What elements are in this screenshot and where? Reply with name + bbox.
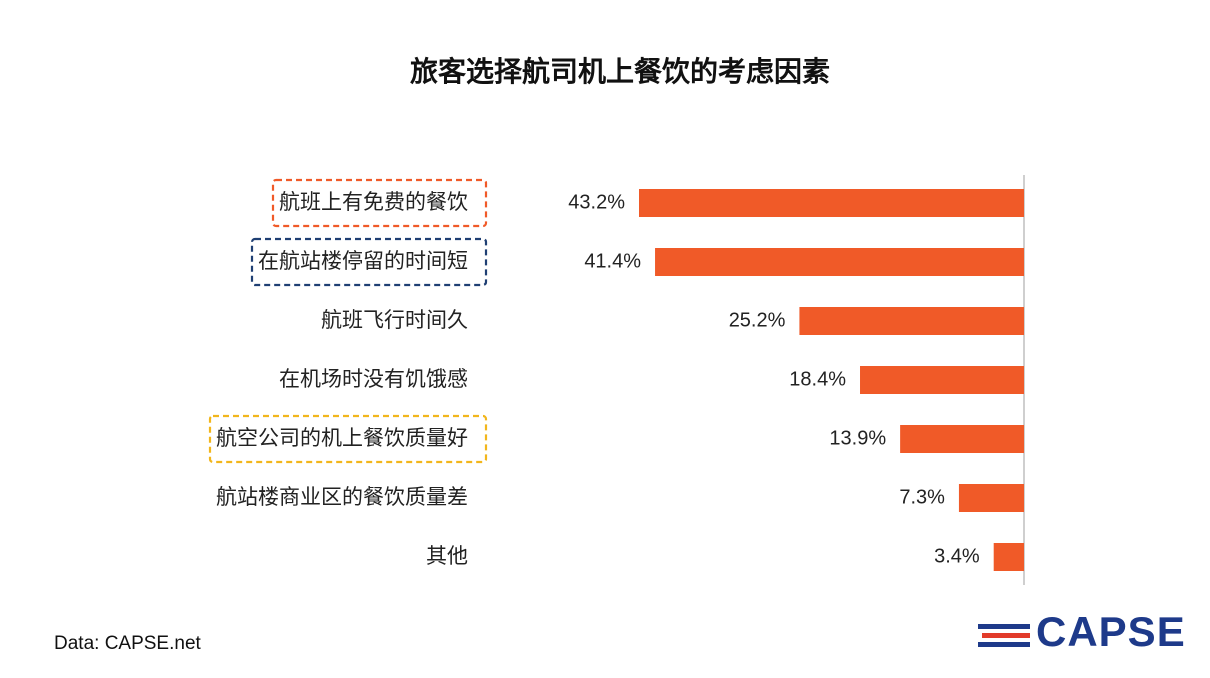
highlight-box bbox=[271, 178, 488, 228]
value-label: 7.3% bbox=[899, 486, 945, 508]
category-label: 航站楼商业区的餐饮质量差 bbox=[216, 485, 468, 509]
bar bbox=[993, 543, 1024, 571]
value-label: 41.4% bbox=[584, 250, 641, 272]
logo-stripes-icon bbox=[978, 624, 1030, 647]
capse-logo: CAPSE bbox=[978, 608, 1188, 660]
bar bbox=[860, 366, 1024, 394]
bar bbox=[639, 189, 1024, 217]
category-label: 航空公司的机上餐饮质量好 bbox=[216, 426, 468, 450]
value-label: 43.2% bbox=[568, 191, 625, 213]
bar bbox=[799, 307, 1024, 335]
bar bbox=[655, 248, 1024, 276]
highlight-box bbox=[208, 414, 488, 464]
category-label: 在航站楼停留的时间短 bbox=[258, 249, 468, 273]
highlight-box bbox=[250, 237, 488, 287]
bar bbox=[900, 425, 1024, 453]
data-source: Data: CAPSE.net bbox=[54, 633, 201, 654]
category-label: 在机场时没有饥饿感 bbox=[279, 367, 468, 391]
value-label: 25.2% bbox=[729, 309, 786, 331]
category-label: 航班上有免费的餐饮 bbox=[279, 190, 468, 214]
category-label: 其他 bbox=[426, 544, 468, 568]
chart-title: 旅客选择航司机上餐饮的考虑因素 bbox=[409, 55, 830, 88]
value-label: 13.9% bbox=[829, 427, 886, 449]
logo-text: CAPSE bbox=[1036, 608, 1186, 655]
category-label: 航班飞行时间久 bbox=[321, 308, 468, 332]
value-label: 3.4% bbox=[934, 545, 980, 567]
value-label: 18.4% bbox=[789, 368, 846, 390]
bar bbox=[958, 484, 1024, 512]
